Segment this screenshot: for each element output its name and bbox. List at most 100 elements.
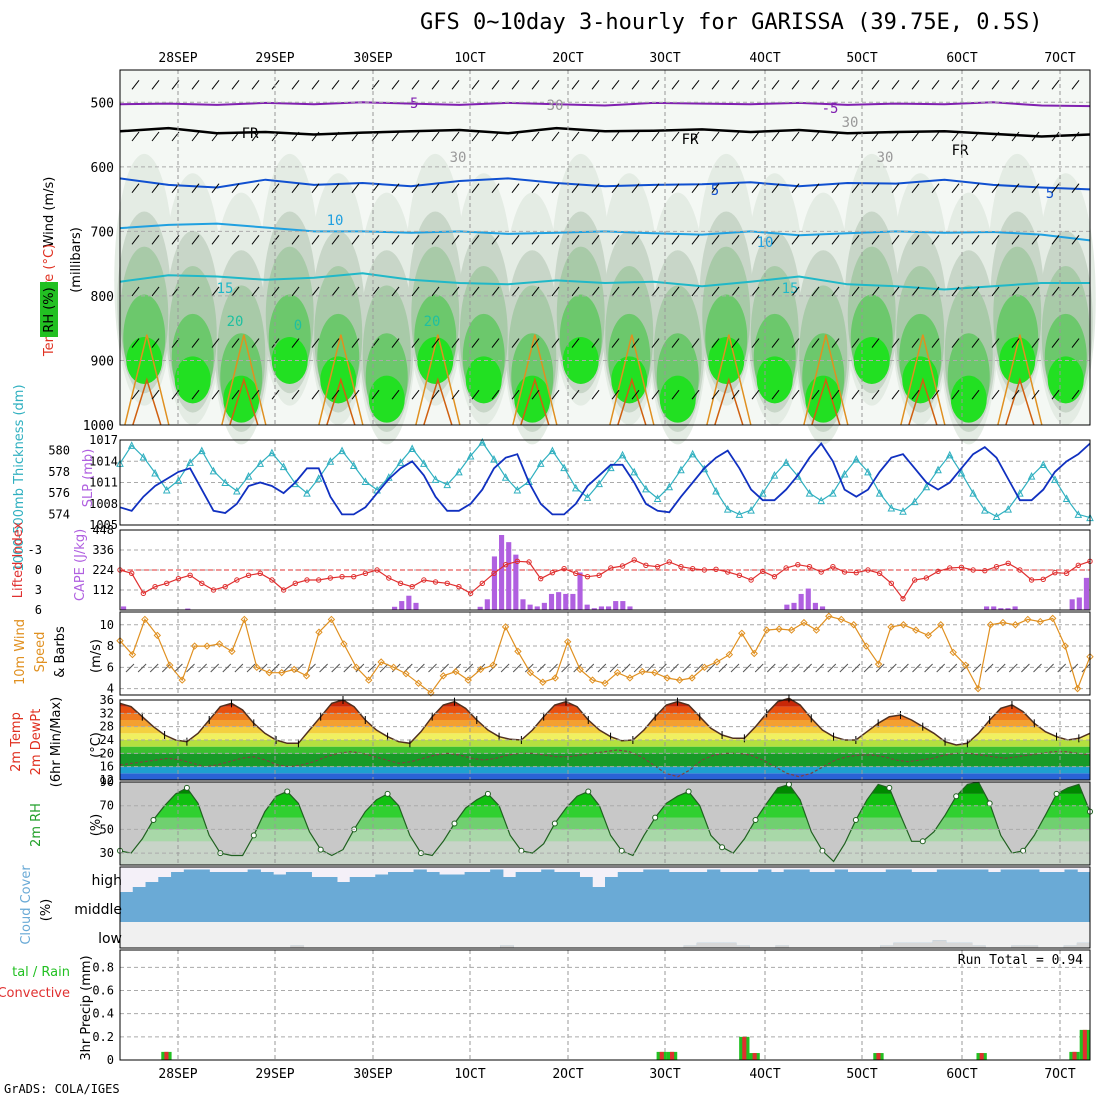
li-point xyxy=(1075,562,1082,569)
isotherm-label: 30 xyxy=(450,150,467,166)
wind10-barb xyxy=(1069,663,1079,673)
wind-barb xyxy=(671,389,680,400)
wind-barb xyxy=(951,234,960,245)
cloud-middle-bar xyxy=(508,892,525,922)
wind-barb xyxy=(811,234,820,245)
isotherm-FR xyxy=(119,126,1091,138)
cape-bar xyxy=(527,604,533,610)
wind-barb xyxy=(931,286,940,297)
thickness-point xyxy=(338,446,346,455)
wind-barb xyxy=(571,234,580,245)
wind-barb xyxy=(251,286,260,297)
wind10-barb xyxy=(984,663,994,673)
li-point xyxy=(175,575,182,582)
wind-barb xyxy=(851,338,860,348)
cloud-high-bar xyxy=(847,872,861,892)
cloud-high-bar xyxy=(656,869,670,892)
wind-barb xyxy=(491,80,500,90)
cloud-low-overlay xyxy=(775,945,790,948)
li-point xyxy=(397,580,404,587)
wind10-barb xyxy=(754,663,764,673)
isotherm-5 xyxy=(119,177,1091,191)
cape-bar xyxy=(413,602,419,610)
wind-barb xyxy=(1071,234,1080,245)
rh-axis-label: RH (%) xyxy=(42,287,57,332)
temp-band xyxy=(120,753,1090,767)
cloud-low-overlay xyxy=(893,942,907,948)
slp-line xyxy=(119,441,1091,516)
li-point xyxy=(666,559,672,565)
wind-barb xyxy=(591,286,600,297)
wind-barb xyxy=(551,183,560,193)
wind-barb xyxy=(631,338,640,348)
thickness-point xyxy=(992,512,1001,520)
cloud-middle-bar xyxy=(443,892,460,922)
wind10-point xyxy=(725,650,734,659)
wind-barb xyxy=(451,131,460,142)
wind-barb xyxy=(711,234,720,245)
wind-barb xyxy=(871,286,880,297)
cloud-middle-bar xyxy=(346,892,363,922)
thickness-point xyxy=(618,450,627,459)
wind-barb xyxy=(831,80,840,90)
thickness-point xyxy=(151,468,159,477)
cape-bar xyxy=(613,601,619,610)
thickness-point xyxy=(197,446,206,455)
wind-barb xyxy=(211,234,220,245)
rh-legend-swatch xyxy=(40,282,58,337)
wind-barb xyxy=(851,389,860,400)
cloud-high-bar xyxy=(719,872,734,892)
wind10-barb xyxy=(440,663,449,673)
wind-barb xyxy=(151,183,160,193)
temp2m-tick: 32 xyxy=(100,706,114,720)
cape-bar xyxy=(591,608,597,610)
wind-barb xyxy=(931,338,940,348)
wind-barb xyxy=(451,286,460,297)
wind-barb xyxy=(811,286,820,297)
wind-barb xyxy=(591,80,600,90)
wind10-point xyxy=(626,674,634,682)
cape-bar xyxy=(598,606,604,610)
wind-barb xyxy=(1031,183,1040,193)
wind-barb xyxy=(191,80,200,90)
precip-convective-bar xyxy=(752,1053,757,1060)
cloud-high-bar xyxy=(1013,869,1027,892)
isotherm-25 xyxy=(512,334,558,426)
wind-barb xyxy=(311,183,320,193)
cape-bar xyxy=(819,606,826,610)
wind-barb xyxy=(911,286,920,297)
wind-barb xyxy=(231,80,240,90)
wind10-barb xyxy=(839,663,849,673)
wind10-point xyxy=(613,668,622,677)
precip-legend-total: tal / Rain xyxy=(12,965,70,980)
li-point xyxy=(830,563,836,570)
wind10-point xyxy=(190,642,199,650)
thickness-point xyxy=(945,450,954,459)
cloud-frame xyxy=(119,866,1091,949)
date-tick-bottom: 1OCT xyxy=(454,1067,485,1082)
cloud-middle-bar xyxy=(184,892,202,922)
wind-barb xyxy=(651,338,660,348)
cape-tick: 224 xyxy=(92,563,114,577)
wind-barb xyxy=(991,80,1000,90)
isotherm-25 xyxy=(124,334,170,426)
li-point xyxy=(806,563,813,570)
cloud-middle-bar xyxy=(362,892,380,922)
li-point xyxy=(958,564,965,571)
wind-barb xyxy=(551,338,560,348)
wind10-point xyxy=(352,663,360,672)
wind-barb xyxy=(571,338,580,348)
wind-barb xyxy=(251,234,260,245)
li-point xyxy=(631,557,637,563)
cloud-high-bar xyxy=(260,872,274,892)
thickness-point xyxy=(455,467,463,476)
li-point xyxy=(760,568,766,575)
li-point xyxy=(327,575,334,581)
cape-bar xyxy=(399,601,405,610)
rh2m-point xyxy=(852,816,859,823)
wind-barb xyxy=(551,80,560,90)
wind-barb xyxy=(411,389,420,400)
wind-barb xyxy=(831,338,840,348)
wind-barb xyxy=(791,389,800,400)
temp-bands xyxy=(120,698,1090,780)
